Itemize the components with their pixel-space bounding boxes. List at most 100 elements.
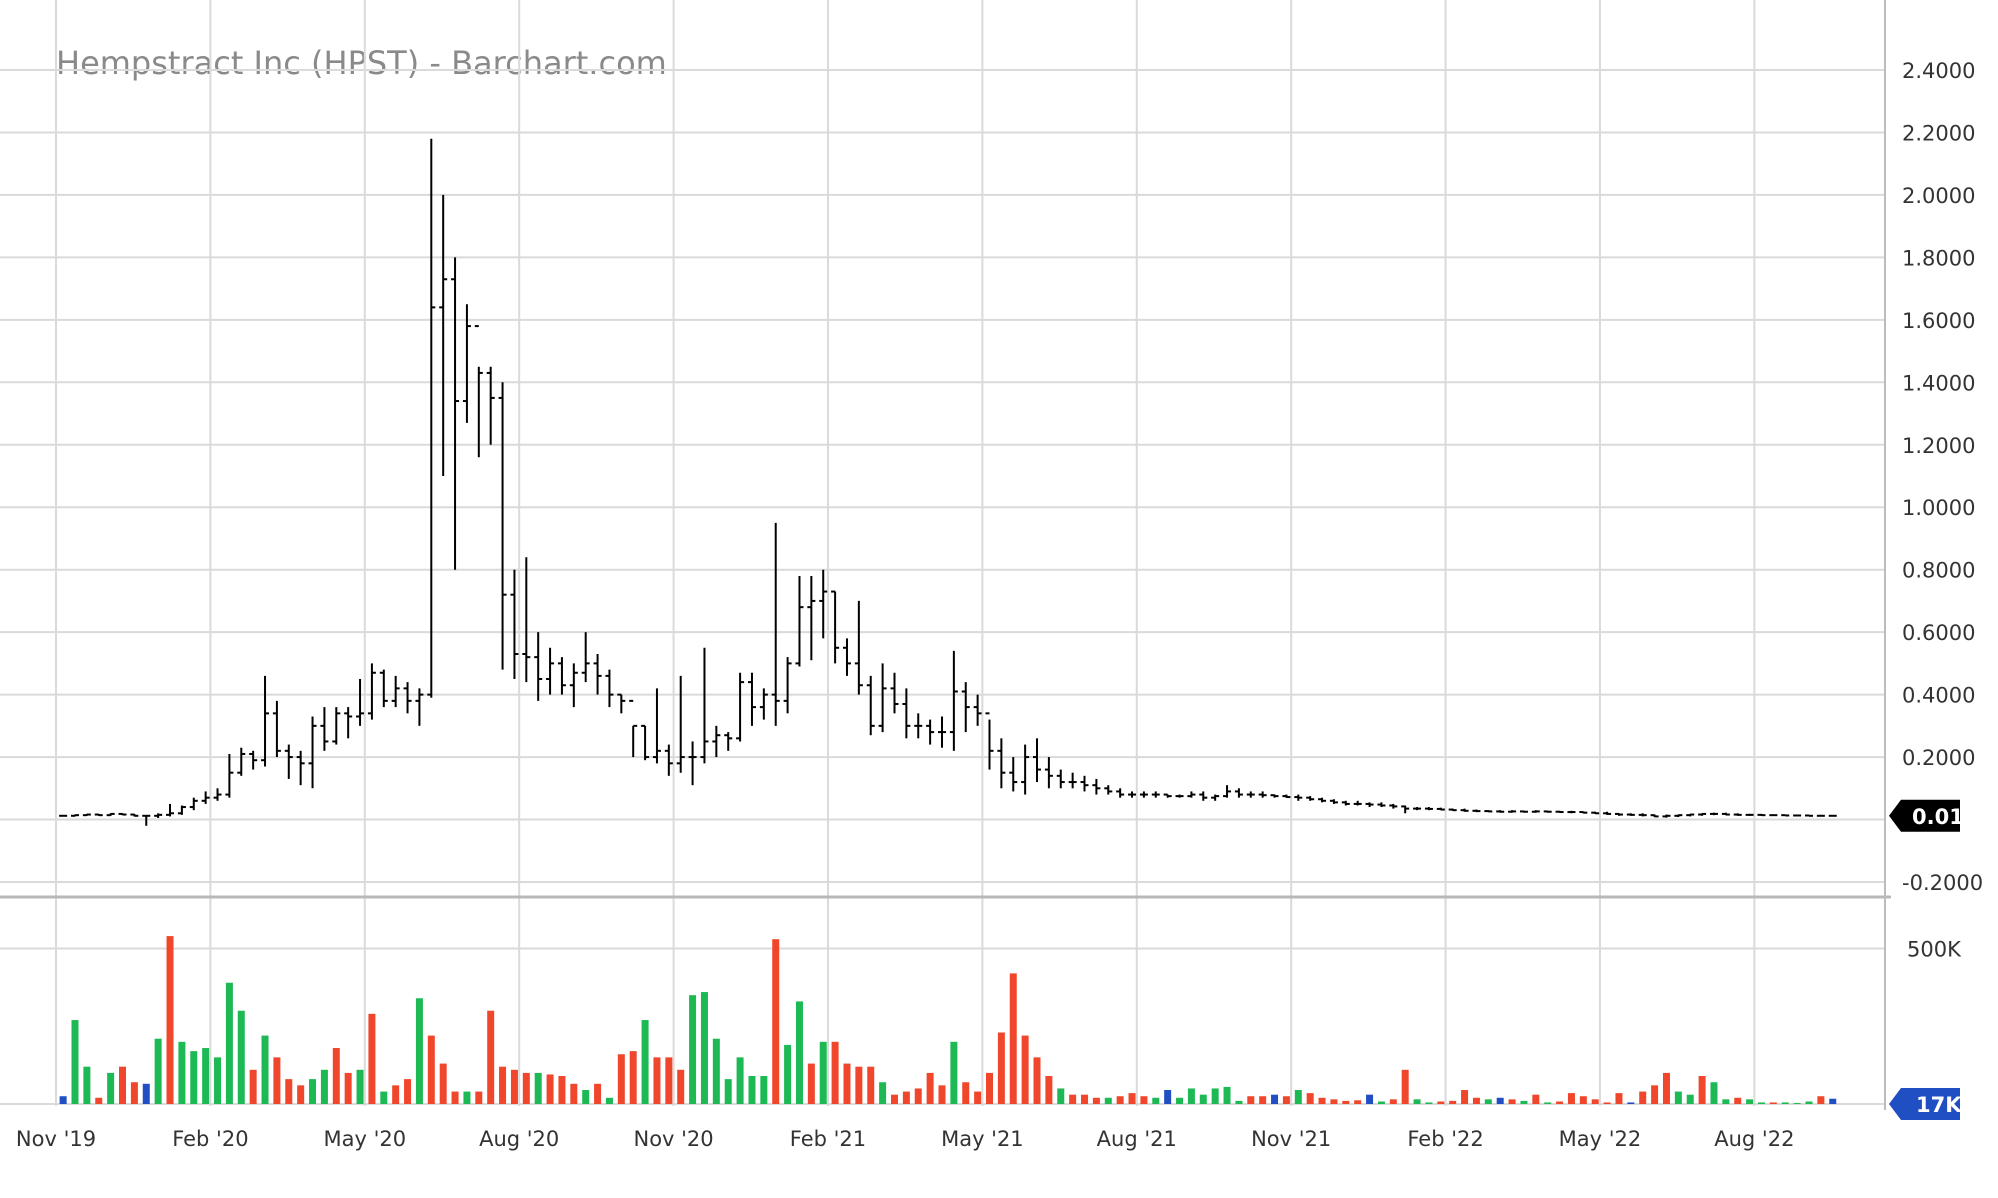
volume-bar	[914, 1088, 922, 1104]
x-tick-label: Aug '22	[1714, 1127, 1794, 1151]
volume-bar	[499, 1066, 507, 1104]
price-tick-label: 1.0000	[1902, 496, 1975, 520]
last-price-badge	[1889, 799, 1960, 832]
volume-bar	[938, 1085, 946, 1104]
volume-bar	[772, 939, 780, 1104]
x-tick-label: Nov '20	[634, 1127, 714, 1151]
volume-bar	[962, 1082, 970, 1104]
last-volume-label: 17K	[1916, 1093, 1962, 1117]
volume-bar	[724, 1079, 732, 1104]
volume-bar	[1187, 1088, 1195, 1104]
volume-bar	[451, 1091, 459, 1104]
volume-bar	[534, 1072, 542, 1104]
volume-bar	[71, 1020, 79, 1104]
volume-bar	[1057, 1088, 1065, 1104]
volume-bar	[807, 1063, 815, 1104]
volume-bar	[1045, 1076, 1053, 1104]
volume-bar	[1449, 1100, 1457, 1104]
volume-bar	[1354, 1100, 1362, 1104]
volume-tick-label: 500K	[1907, 938, 1962, 962]
x-tick-label: Aug '20	[479, 1127, 559, 1151]
volume-bar	[309, 1079, 317, 1104]
volume-bar	[546, 1074, 554, 1104]
price-tick-label: 0.2000	[1902, 746, 1975, 770]
volume-bar	[1496, 1097, 1504, 1104]
volume-bar	[1366, 1094, 1374, 1104]
volume-bar	[1472, 1097, 1480, 1104]
price-tick-label: 1.2000	[1902, 434, 1975, 458]
volume-bar	[665, 1057, 673, 1104]
volume-bar	[570, 1083, 578, 1104]
price-tick-label: -0.2000	[1902, 871, 1983, 895]
volume-bar	[558, 1076, 566, 1104]
volume-bar	[617, 1054, 625, 1104]
volume-bar	[1674, 1091, 1682, 1104]
volume-bar	[1235, 1100, 1243, 1104]
volume-bar	[1734, 1097, 1742, 1104]
volume-bar	[130, 1082, 138, 1104]
volume-bar	[225, 982, 233, 1104]
x-tick-label: May '21	[941, 1127, 1024, 1151]
volume-bar	[1081, 1094, 1089, 1104]
price-tick-label: 0.8000	[1902, 559, 1975, 583]
volume-bar	[83, 1066, 91, 1104]
chart-title: Hempstract Inc (HPST) - Barchart.com	[56, 44, 667, 82]
volume-bar	[1556, 1101, 1564, 1104]
volume-bar	[1294, 1090, 1302, 1104]
volume-bar	[1199, 1094, 1207, 1104]
volume-bar	[1484, 1099, 1492, 1104]
volume-bar	[404, 1079, 412, 1104]
volume-bar	[237, 1010, 245, 1104]
volume-bar	[107, 1072, 115, 1104]
volume-bar	[463, 1091, 471, 1104]
volume-bar	[1544, 1102, 1552, 1104]
volume-bar	[736, 1057, 744, 1104]
volume-bar	[1342, 1100, 1350, 1104]
volume-bar	[475, 1091, 483, 1104]
volume-bar	[1009, 973, 1017, 1104]
price-tick-label: 0.6000	[1902, 621, 1975, 645]
volume-bar	[950, 1041, 958, 1104]
volume-bar	[653, 1057, 661, 1104]
volume-bar	[1662, 1072, 1670, 1104]
volume-bar	[510, 1069, 518, 1104]
volume-bar	[1413, 1099, 1421, 1104]
volume-bar	[1698, 1076, 1706, 1104]
volume-bar	[1757, 1102, 1765, 1104]
last-price-label: 0.0120	[1912, 805, 1993, 829]
volume-bar	[784, 1044, 792, 1104]
volume-bar	[439, 1063, 447, 1104]
volume-bar	[974, 1091, 982, 1104]
volume-bar	[320, 1069, 328, 1104]
volume-bar	[926, 1072, 934, 1104]
volume-bar	[273, 1057, 281, 1104]
volume-bar	[1033, 1057, 1041, 1104]
volume-bar	[1710, 1082, 1718, 1104]
volume-bar	[487, 1010, 495, 1104]
volume-bar	[594, 1083, 602, 1104]
volume-bar	[261, 1035, 269, 1104]
volume-bar	[1092, 1097, 1100, 1104]
price-tick-label: 2.0000	[1902, 184, 1975, 208]
volume-bar	[1651, 1085, 1659, 1104]
volume-bar	[190, 1051, 198, 1104]
x-tick-label: Feb '21	[790, 1127, 866, 1151]
volume-bar	[1603, 1102, 1611, 1104]
x-tick-label: Feb '20	[172, 1127, 248, 1151]
volume-bar	[1069, 1094, 1077, 1104]
volume-bar	[1567, 1093, 1575, 1104]
volume-bar	[582, 1090, 590, 1104]
volume-bar	[902, 1091, 910, 1104]
volume-bar	[1793, 1103, 1801, 1104]
volume-bar	[1615, 1093, 1623, 1104]
volume-bar	[1437, 1101, 1445, 1104]
x-tick-label: Nov '19	[16, 1127, 96, 1151]
volume-bar	[178, 1041, 186, 1104]
volume-bar	[344, 1072, 352, 1104]
x-tick-label: Nov '21	[1251, 1127, 1331, 1151]
x-tick-label: Aug '21	[1097, 1127, 1177, 1151]
volume-bar	[795, 1001, 803, 1104]
volume-bar	[1259, 1096, 1267, 1104]
